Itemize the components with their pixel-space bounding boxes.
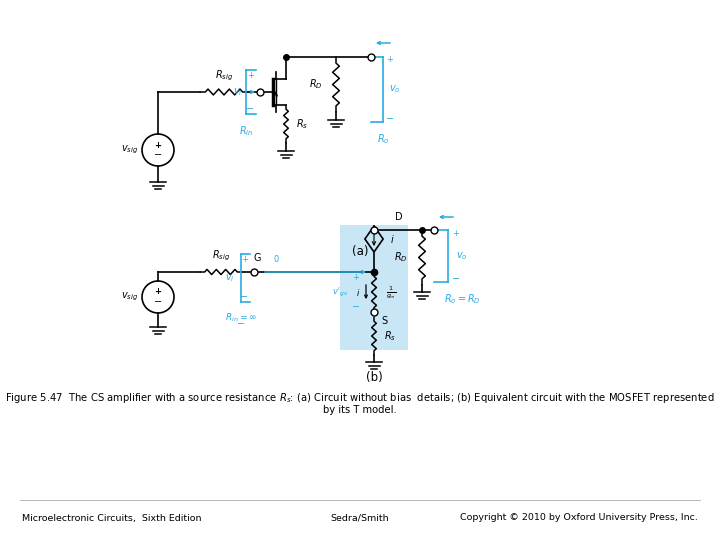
Text: +: + <box>155 287 161 296</box>
Text: $R_o$: $R_o$ <box>377 132 390 146</box>
Text: +: + <box>247 71 254 79</box>
Text: $i$: $i$ <box>356 287 360 298</box>
Text: −: − <box>352 302 360 312</box>
Text: $v_i$: $v_i$ <box>233 86 243 98</box>
Text: Figure 5.47  The CS amplifier with a source resistance $R_s$: (a) Circuit withou: Figure 5.47 The CS amplifier with a sour… <box>5 391 715 405</box>
Text: $R_{sig}$: $R_{sig}$ <box>215 69 233 83</box>
Text: −: − <box>237 319 245 329</box>
Text: $R_{in}=\infty$: $R_{in}=\infty$ <box>225 312 257 325</box>
Text: −: − <box>240 292 248 302</box>
Text: $\frac{1}{g_m}$: $\frac{1}{g_m}$ <box>386 284 397 300</box>
Bar <box>340 225 408 350</box>
Text: $R_o=R_D$: $R_o=R_D$ <box>444 292 480 306</box>
Text: (b): (b) <box>366 370 382 383</box>
Text: $v_o$: $v_o$ <box>456 250 467 262</box>
Text: −: − <box>246 104 254 114</box>
Text: $v_o$: $v_o$ <box>389 84 400 96</box>
Text: $R_s$: $R_s$ <box>296 117 308 131</box>
Text: +: + <box>353 273 359 281</box>
Text: $R_{sig}$: $R_{sig}$ <box>212 248 230 263</box>
Text: $R_s$: $R_s$ <box>384 329 396 343</box>
Text: Microelectronic Circuits,  Sixth Edition: Microelectronic Circuits, Sixth Edition <box>22 514 202 523</box>
Text: −: − <box>386 114 394 124</box>
Text: G: G <box>253 253 261 263</box>
Text: 0: 0 <box>274 255 279 264</box>
Text: $R_{in}$: $R_{in}$ <box>239 124 253 138</box>
Text: $R_D$: $R_D$ <box>395 251 408 265</box>
Text: $v'_{gs}$: $v'_{gs}$ <box>332 286 348 299</box>
Text: −: − <box>452 274 460 284</box>
Text: S: S <box>381 316 387 326</box>
Text: $v_{sig}$: $v_{sig}$ <box>122 144 139 156</box>
Text: (a): (a) <box>352 246 368 259</box>
Text: Sedra/Smith: Sedra/Smith <box>330 514 390 523</box>
Text: $R_D$: $R_D$ <box>310 78 323 91</box>
Text: Copyright © 2010 by Oxford University Press, Inc.: Copyright © 2010 by Oxford University Pr… <box>460 514 698 523</box>
Text: $v_i$: $v_i$ <box>225 272 235 284</box>
Text: by its T model.: by its T model. <box>323 405 397 415</box>
Text: $i$: $i$ <box>390 233 395 245</box>
Text: +: + <box>155 140 161 150</box>
Text: +: + <box>452 228 459 238</box>
Text: D: D <box>395 212 402 222</box>
Text: +: + <box>241 254 248 264</box>
Text: −: − <box>154 297 162 307</box>
Text: −: − <box>154 150 162 160</box>
Text: $v_{sig}$: $v_{sig}$ <box>122 291 139 303</box>
Text: +: + <box>386 56 393 64</box>
